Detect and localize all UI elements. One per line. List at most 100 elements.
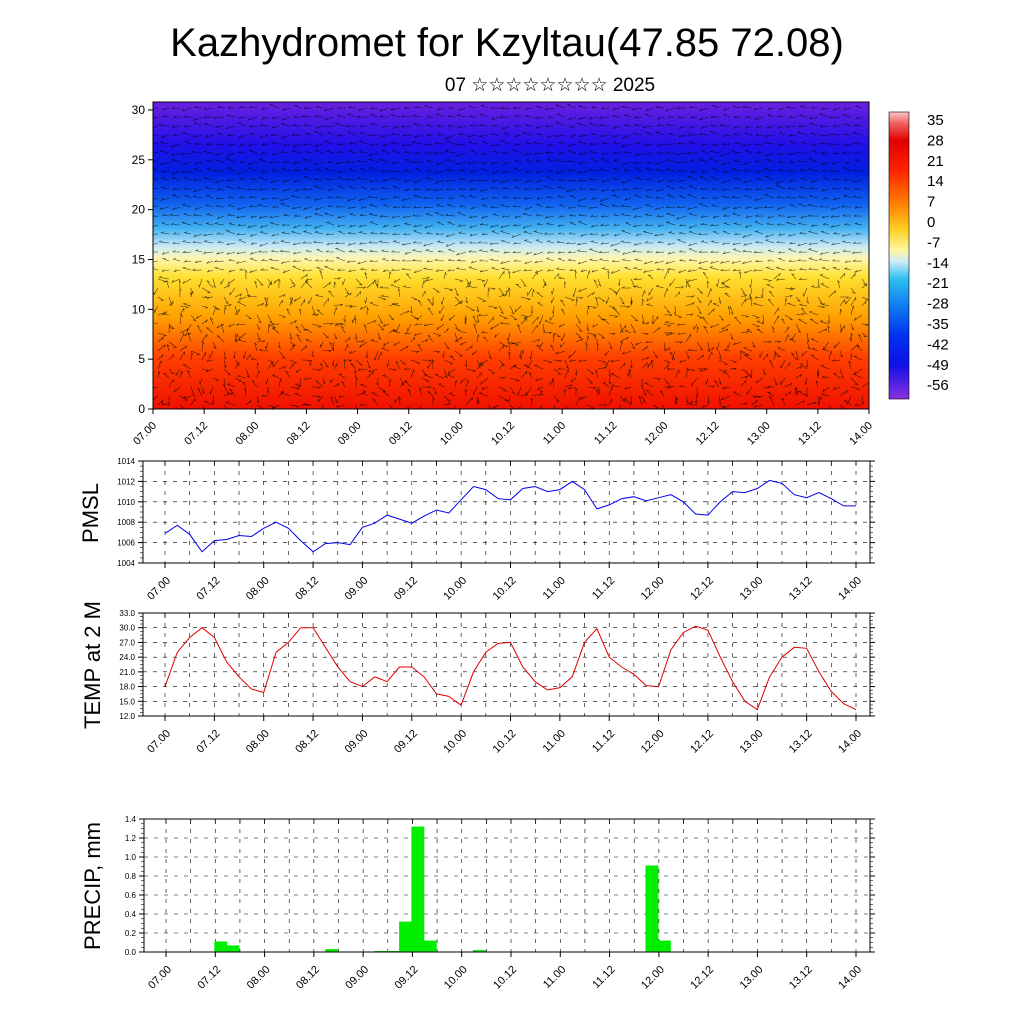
temp-x-tick-label: 10.00 — [441, 728, 469, 756]
heatmap-y-tick-label: 20 — [132, 203, 146, 217]
precip-y-tick-label: 1.2 — [125, 834, 137, 843]
precip-y-tick-label: 0.0 — [125, 948, 137, 957]
precip-bars — [214, 826, 671, 953]
precip-x-tick-label: 10.12 — [491, 964, 519, 992]
precip-bar — [325, 949, 339, 952]
pmsl-x-tick-label: 13.00 — [737, 575, 765, 603]
pmsl-x-tick-label: 10.00 — [441, 575, 469, 603]
colorbar-tick-label: -7 — [927, 234, 940, 251]
colorbar-tick-label: 14 — [927, 173, 944, 190]
temp-y-axis: 33.0 30.0 27.0 24.0 21.0 18.0 15.0 12.0 — [119, 609, 875, 721]
pmsl-x-tick-label: 09.00 — [343, 575, 371, 603]
temp-x-tick-label: 07.00 — [145, 728, 173, 756]
precip-y-tick-label: 1.4 — [125, 815, 137, 824]
colorbar-tick-label: 7 — [927, 194, 935, 211]
precip-x-tick-label: 12.12 — [688, 964, 716, 992]
temp-y-tick-label: 33.0 — [119, 609, 135, 618]
pmsl-x-tick-label: 12.00 — [639, 575, 667, 603]
pmsl-panel: 1014 1012 1010 1008 1006 1004 07.00 07.12 08.00… — [78, 457, 875, 603]
heatmap-x-tick-label: 08.00 — [233, 420, 261, 448]
colorbar-tick-label: -14 — [927, 255, 949, 272]
colorbar-tick-label: 0 — [927, 214, 935, 231]
colorbar-tick-label: -56 — [927, 377, 949, 394]
temp-series-line — [164, 625, 857, 711]
precip-bar — [423, 940, 437, 952]
temp-x-tick-label: 07.12 — [195, 728, 223, 756]
temp-y-tick-label: 24.0 — [119, 653, 135, 662]
pmsl-x-tick-label: 11.12 — [590, 575, 617, 602]
precip-x-tick-label: 14.00 — [836, 964, 864, 992]
temp-x-tick-label: 09.12 — [392, 728, 420, 756]
heatmap-x-tick-label: 09.12 — [387, 420, 415, 448]
precip-bar — [473, 950, 486, 952]
pmsl-y-axis: 1014 1012 1010 1008 1006 1004 — [117, 457, 875, 568]
pmsl-x-tick-label: 07.12 — [195, 575, 223, 603]
heatmap-x-tick-label: 12.00 — [643, 420, 671, 448]
temp-y-tick-label: 27.0 — [119, 638, 135, 647]
temp-y-tick-label: 30.0 — [119, 624, 135, 633]
precip-x-tick-label: 12.00 — [639, 964, 667, 992]
temp-x-tick-label: 12.12 — [688, 728, 716, 756]
temperature-cross-section: 0 5 10 15 20 25 30 07.00 07.12 08.00 08.12 09.00 09… — [131, 101, 875, 448]
heatmap-x-tick-label: 14.00 — [847, 420, 875, 448]
precip-x-tick-label: 08.00 — [245, 964, 273, 992]
heatmap-x-tick-label: 12.12 — [694, 420, 722, 448]
precip-x-tick-label: 11.12 — [590, 964, 617, 991]
temp-y-tick-label: 12.0 — [119, 712, 135, 721]
heatmap-x-tick-label: 11.12 — [592, 420, 619, 447]
precip-x-tick-label: 09.00 — [343, 964, 371, 992]
pmsl-x-tick-label: 10.12 — [491, 575, 519, 603]
precip-frame — [143, 818, 871, 953]
heatmap-x-tick-label: 09.00 — [336, 420, 364, 448]
pmsl-y-tick-label: 1004 — [117, 559, 135, 568]
temp-x-tick-label: 08.12 — [293, 728, 321, 756]
pmsl-x-tick-label: 13.12 — [787, 575, 815, 603]
heatmap-x-tick-label: 11.00 — [541, 420, 568, 447]
colorbar-labels: 35 28 21 14 7 0 -7 -14 -21 -28 -35 -42 -49 -56 — [927, 112, 949, 394]
precip-bar — [411, 826, 425, 952]
pmsl-x-tick-label: 11.00 — [541, 575, 568, 602]
precip-panel: 1.4 1.2 1.0 0.8 0.6 0.4 0.2 0.0 07.00 07.12 08.00… — [80, 815, 875, 992]
heatmap-x-tick-label: 08.12 — [285, 420, 313, 448]
temp-x-axis: 07.00 07.12 08.00 08.12 09.00 09.12 10.00 10.12… — [145, 716, 864, 756]
precip-x-tick-label: 08.12 — [294, 964, 322, 992]
precip-bar — [226, 945, 240, 953]
precip-y-tick-label: 0.4 — [125, 910, 137, 919]
pmsl-x-tick-label: 09.12 — [392, 575, 420, 603]
chart-subtitle: 07 ☆☆☆☆☆☆☆☆ 2025 — [445, 75, 655, 96]
heatmap-x-tick-label: 13.00 — [745, 420, 773, 448]
temp-x-tick-label: 10.12 — [491, 728, 519, 756]
temp-panel: 33.030.027.024.021.018.015.012.0 07.00 07… — [80, 601, 875, 756]
precip-bar — [399, 921, 412, 952]
precip-x-tick-label: 09.12 — [393, 964, 421, 992]
colorbar-tick-label: 21 — [927, 153, 944, 170]
precip-x-tick-label: 07.00 — [146, 964, 174, 992]
colorbar: 35 28 21 14 7 0 -7 -14 -21 -28 -35 -42 -49 -56 — [888, 111, 949, 400]
pmsl-y-tick-label: 1006 — [117, 539, 135, 548]
temp-y-tick-label: 15.0 — [119, 697, 135, 706]
precip-x-tick-label: 13.12 — [787, 964, 815, 992]
heatmap-y-tick-label: 0 — [138, 402, 145, 416]
precip-y-tick-label: 1.0 — [125, 853, 137, 862]
colorbar-tick-label: 28 — [927, 132, 944, 149]
pmsl-x-tick-label: 08.12 — [293, 575, 321, 603]
heatmap-x-tick-label: 07.00 — [131, 420, 159, 448]
colorbar-tick-label: -28 — [927, 296, 949, 313]
colorbar-tick-label: -49 — [927, 357, 949, 374]
chart-title: Kazhydromet for Kzyltau(47.85 72.08) — [170, 21, 844, 65]
temp-x-tick-label: 11.12 — [590, 728, 617, 755]
colorbar-scale — [888, 111, 910, 400]
pmsl-grid — [143, 461, 870, 563]
precip-grid — [144, 819, 870, 952]
pmsl-x-tick-label: 12.12 — [688, 575, 716, 603]
temp-y-tick-label: 21.0 — [119, 668, 135, 677]
heatmap-y-tick-label: 25 — [132, 153, 146, 167]
pmsl-x-tick-label: 07.00 — [145, 575, 173, 603]
pmsl-series-line — [164, 479, 856, 553]
precip-x-tick-label: 11.00 — [541, 964, 568, 991]
heatmap-x-tick-label: 10.12 — [489, 420, 517, 448]
precip-y-tick-label: 0.2 — [125, 929, 137, 938]
heatmap-y-axis: 0 5 10 15 20 25 30 — [132, 103, 153, 416]
